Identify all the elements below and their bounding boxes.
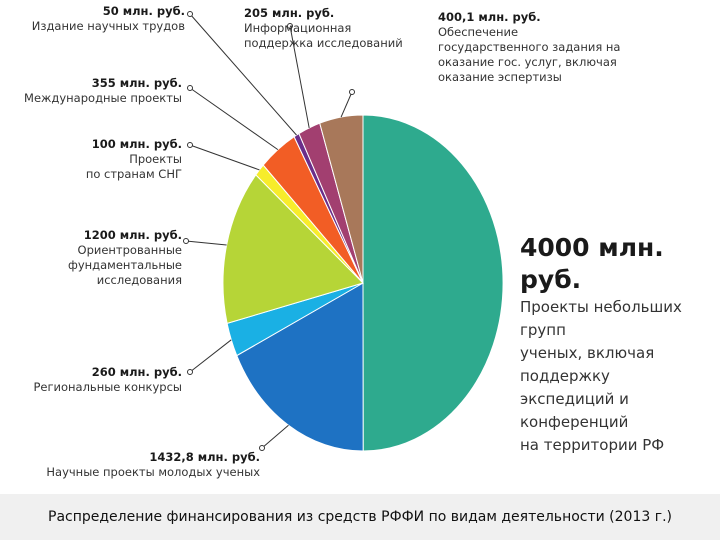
slice-desc-line: поддержка исследований (244, 36, 403, 50)
slice-desc-line: государственного задания на (438, 40, 621, 54)
leader-dot-publishing (187, 11, 193, 17)
slice-desc-line: Ориентрованные (77, 243, 182, 257)
slice-label-cis: 100 млн. руб. Проекты по странам СНГ (60, 137, 182, 182)
slice-desc-line: на территории РФ (520, 436, 665, 454)
slice-label-oriented: 1200 млн. руб. Ориентрованные фундамента… (0, 228, 182, 288)
leader-line-cis (189, 144, 260, 171)
slice-amount-cis: 100 млн. руб. (91, 137, 182, 151)
leader-line-regional (189, 339, 232, 373)
leader-line-young-scientists (261, 424, 289, 449)
pie-slice-young-scientists (236, 282, 364, 452)
slice-desc-line: оказание эспертизы (438, 70, 562, 84)
slice-label-publishing: 50 млн. руб. Издание научных трудов (20, 4, 185, 34)
slice-amount-oriented: 1200 млн. руб. (83, 228, 182, 242)
slice-desc-line: Международные проекты (24, 91, 182, 105)
leader-dot-state-task (349, 89, 355, 95)
slice-amount-small-groups: 4000 млн. руб. (520, 233, 664, 294)
slice-amount-international: 355 млн. руб. (91, 76, 182, 90)
pie-slice-state-task (319, 114, 364, 284)
slice-label-small-groups: 4000 млн. руб. Проекты небольших групп у… (520, 232, 716, 457)
slice-desc-line: ученых, включая поддержку (520, 344, 655, 385)
slice-amount-young-scientists: 1432,8 млн. руб. (149, 450, 260, 464)
slice-amount-state-task: 400,1 млн. руб. (438, 10, 541, 24)
leader-line-international (189, 87, 279, 151)
slice-amount-regional: 260 млн. руб. (91, 365, 182, 379)
leader-dot-young-scientists (259, 445, 265, 451)
slice-desc-line: Региональные конкурсы (33, 380, 182, 394)
pie-slice-oriented (222, 174, 364, 325)
leader-dot-international (187, 85, 193, 91)
pie-slice-small-groups (362, 114, 504, 452)
slice-desc-line: Проекты (129, 152, 182, 166)
slice-amount-information: 205 млн. руб. (244, 6, 335, 20)
slice-amount-publishing: 50 млн. руб. (102, 4, 185, 18)
slice-label-state-task: 400,1 млн. руб. Обеспечение государствен… (438, 10, 638, 85)
leader-dot-information (287, 23, 293, 29)
slice-label-young-scientists: 1432,8 млн. руб. Научные проекты молодых… (38, 450, 260, 480)
leader-line-state-task (340, 91, 353, 118)
slice-label-information: 205 млн. руб. Информационная поддержка и… (244, 6, 404, 51)
slice-desc-line: по странам СНГ (85, 167, 182, 181)
slice-desc-line: фундаментальные исследования (68, 258, 182, 287)
slice-desc-line: оказание гос. услуг, включая (438, 55, 617, 69)
slice-desc-line: Научные проекты молодых ученых (46, 465, 260, 479)
slice-label-international: 355 млн. руб. Международные проекты (20, 76, 182, 106)
slice-desc-line: Издание научных трудов (31, 19, 185, 33)
slice-label-regional: 260 млн. руб. Региональные конкурсы (20, 365, 182, 395)
slice-desc-line: экспедиций и конференций (520, 390, 629, 431)
slice-desc-line: Обеспечение (438, 25, 519, 39)
chart-caption: Распределение финансирования из средств … (0, 494, 720, 540)
slice-desc-line: Проекты небольших групп (520, 298, 682, 339)
slice-desc-line: Информационная (244, 21, 352, 35)
leader-line-publishing (189, 13, 297, 136)
leader-dot-cis (187, 142, 193, 148)
leader-dot-oriented (183, 238, 189, 244)
leader-line-information (289, 25, 310, 129)
leader-line-oriented (185, 240, 227, 246)
leader-dot-regional (187, 369, 193, 375)
